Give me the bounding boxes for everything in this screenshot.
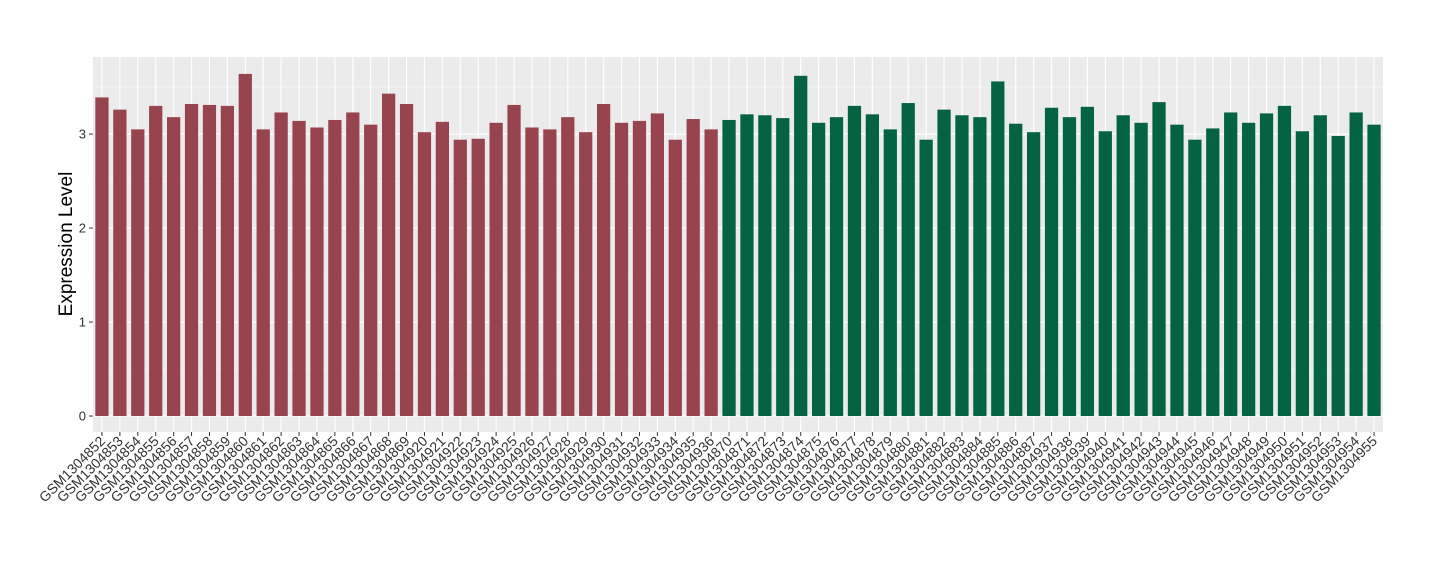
bar <box>453 139 467 417</box>
bar <box>543 129 557 417</box>
bar <box>417 132 432 417</box>
bar <box>131 129 145 417</box>
bar <box>1331 135 1345 417</box>
bar <box>758 115 772 417</box>
bar <box>650 113 665 417</box>
bar <box>256 129 270 417</box>
bar <box>149 105 163 417</box>
bar <box>919 139 933 417</box>
bar <box>399 103 414 417</box>
bar <box>1188 139 1202 417</box>
bar <box>991 81 1005 417</box>
bar <box>202 104 217 417</box>
bar <box>811 122 826 417</box>
bar <box>740 114 754 417</box>
bar <box>1044 107 1059 417</box>
bar <box>1134 122 1148 417</box>
bar <box>1170 124 1184 417</box>
bar <box>632 120 647 417</box>
bar <box>1009 123 1023 417</box>
bar <box>1313 115 1327 417</box>
bar <box>1367 124 1381 417</box>
bar <box>381 93 396 417</box>
bar <box>865 114 880 417</box>
bar <box>471 138 485 417</box>
bar <box>95 97 109 417</box>
bar <box>794 75 808 417</box>
bar <box>722 119 736 417</box>
y-tick-label: 2 <box>79 221 86 236</box>
bar <box>1206 128 1220 417</box>
bar <box>955 115 969 417</box>
bar <box>507 104 521 417</box>
bar <box>166 117 181 417</box>
bar <box>364 124 378 417</box>
bar <box>847 105 862 417</box>
plot-background <box>93 57 1383 432</box>
bar <box>184 103 199 417</box>
bar <box>686 119 700 417</box>
bar <box>1259 113 1274 417</box>
bar <box>489 122 503 417</box>
bar <box>883 129 897 417</box>
bar <box>776 118 790 417</box>
y-axis-label: Expression Level <box>56 172 77 317</box>
bar <box>292 120 306 417</box>
bar <box>1152 102 1166 417</box>
bar <box>435 121 450 417</box>
bar <box>220 105 235 417</box>
bar <box>1295 131 1310 417</box>
bar <box>328 119 342 417</box>
y-tick-label: 1 <box>79 315 86 330</box>
bar <box>1116 115 1130 417</box>
bar <box>1098 131 1112 417</box>
bar <box>973 117 987 417</box>
bar <box>937 109 951 417</box>
bar <box>579 132 593 417</box>
bar <box>274 112 288 417</box>
y-tick-label: 3 <box>79 127 86 142</box>
bar <box>704 129 718 417</box>
bar <box>1349 112 1363 417</box>
bar <box>901 103 915 417</box>
bar <box>113 109 127 417</box>
bar <box>829 117 844 417</box>
bar <box>1026 132 1041 417</box>
bar <box>525 127 539 417</box>
bar <box>346 112 360 417</box>
bar <box>561 117 575 417</box>
bar <box>238 73 252 417</box>
bar <box>1277 105 1292 417</box>
y-tick-label: 0 <box>79 409 86 424</box>
bar <box>1241 122 1256 417</box>
bar <box>668 139 682 417</box>
bar <box>310 127 324 417</box>
bar <box>614 122 629 417</box>
bar <box>1080 106 1095 417</box>
bar <box>596 103 611 417</box>
bar <box>1062 117 1077 417</box>
bar <box>1224 112 1238 417</box>
